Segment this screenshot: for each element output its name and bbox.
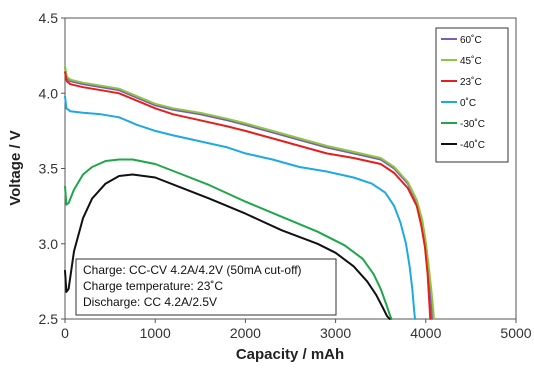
y-tick-label: 4.0 [39, 85, 59, 101]
legend-label: -40˚C [460, 139, 485, 151]
x-axis-title: Capacity / mAh [236, 346, 344, 363]
series-layer [64, 65, 435, 320]
annotation-line-discharge: Discharge: CC 4.2A/2.5V [83, 295, 217, 309]
x-axis-ticks: 0 1000 2000 3000 4000 5000 [61, 319, 532, 341]
x-tick-label: 5000 [500, 325, 531, 341]
legend-box [435, 27, 509, 163]
y-tick-label: 3.0 [39, 236, 59, 252]
y-tick-label: 4.5 [39, 10, 59, 26]
series-line-2 [64, 71, 432, 320]
x-tick-label: 0 [61, 325, 69, 341]
legend-label: -30˚C [460, 118, 485, 130]
legend-label: 45˚C [460, 55, 482, 67]
series-line-1 [64, 65, 435, 320]
y-tick-label: 3.5 [39, 161, 59, 177]
y-axis-title: Voltage / V [7, 130, 24, 206]
annotation-line-temperature: Charge temperature: 23˚C [83, 279, 223, 293]
x-tick-label: 4000 [410, 325, 441, 341]
legend-label: 23˚C [460, 76, 482, 88]
legend-label: 60˚C [460, 34, 482, 46]
y-axis-ticks: 2.5 3.0 3.5 4.0 4.5 [39, 10, 65, 327]
series-line-5 [64, 173, 391, 320]
legend-items: 60˚C 45˚C 23˚C 0˚C -30˚C -40˚C [441, 34, 485, 151]
annotation-line-charge: Charge: CC-CV 4.2A/4.2V (50mA cut-off) [83, 263, 302, 277]
series-line-3 [64, 95, 416, 320]
legend-label: 0˚C [460, 97, 476, 109]
y-tick-label: 2.5 [39, 311, 59, 327]
series-line-4 [64, 158, 393, 320]
x-tick-label: 2000 [230, 325, 261, 341]
x-tick-label: 3000 [320, 325, 351, 341]
legend: 60˚C 45˚C 23˚C 0˚C -30˚C -40˚C [435, 27, 509, 163]
x-tick-label: 1000 [140, 325, 171, 341]
annotation-frame [75, 258, 337, 316]
annotation-box: Charge: CC-CV 4.2A/4.2V (50mA cut-off) C… [75, 258, 337, 316]
